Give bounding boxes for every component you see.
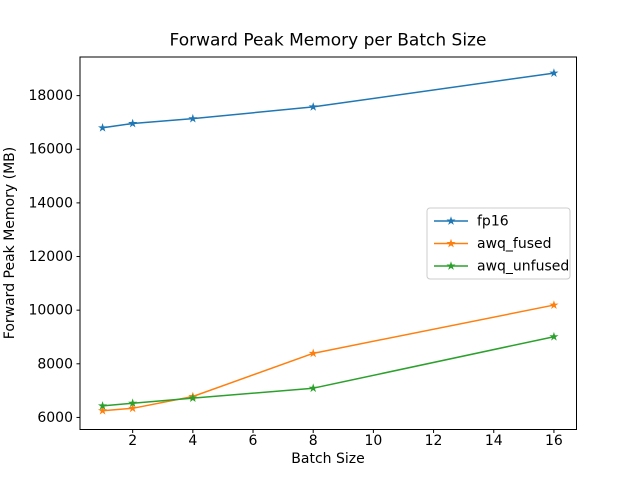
legend-item-fp16: fp16 bbox=[434, 213, 509, 229]
data-point-awq_fused-x8 bbox=[308, 348, 318, 358]
legend-label-fp16: fp16 bbox=[477, 213, 509, 229]
x-tick-label: 8 bbox=[309, 433, 318, 449]
axes-spines bbox=[79, 56, 577, 430]
legend-box bbox=[426, 207, 571, 280]
y-tick-label: 16000 bbox=[28, 142, 73, 158]
data-point-awq_fused-x2 bbox=[128, 403, 138, 413]
legend-item-awq_fused: awq_fused bbox=[434, 236, 552, 252]
y-axis: 6000 8000 10000 12000 14000 16000 18000 bbox=[28, 88, 80, 426]
data-point-fp16-x2 bbox=[128, 118, 138, 128]
legend-label-awq_fused: awq_fused bbox=[477, 236, 552, 252]
plot-area: 2 4 6 8 10 12 14 16 6000 8000 10000 12000 14000 16000… bbox=[28, 56, 577, 449]
y-axis-label: Forward Peak Memory (MB) bbox=[2, 147, 18, 339]
series-line-fp16 bbox=[101, 72, 555, 129]
series-line-awq_unfused bbox=[101, 335, 555, 407]
x-tick-label: 2 bbox=[128, 433, 137, 449]
legend-star-marker-awq_fused bbox=[446, 238, 456, 248]
y-tick-label: 12000 bbox=[28, 249, 73, 265]
series-fp16 bbox=[98, 68, 559, 132]
x-tick-label: 12 bbox=[425, 433, 443, 449]
x-tick-label: 16 bbox=[545, 433, 563, 449]
data-point-fp16-x4 bbox=[188, 113, 198, 123]
data-point-fp16-x16 bbox=[549, 68, 559, 77]
legend: fp16 awq_fused awq_unfused bbox=[426, 207, 571, 280]
x-tick-label: 6 bbox=[249, 433, 258, 449]
legend-label-awq_unfused: awq_unfused bbox=[477, 258, 569, 274]
y-tick-label: 8000 bbox=[37, 356, 73, 372]
legend-item-awq_unfused: awq_unfused bbox=[434, 258, 569, 274]
data-point-fp16-x8 bbox=[308, 102, 318, 111]
data-point-awq_fused-x16 bbox=[549, 300, 559, 309]
data-point-awq_fused-x1 bbox=[98, 405, 108, 415]
x-tick-label: 4 bbox=[188, 433, 197, 449]
x-axis-label: Batch Size bbox=[291, 451, 364, 467]
x-tick-label: 10 bbox=[364, 433, 382, 449]
data-point-awq_unfused-x1 bbox=[98, 401, 108, 410]
data-point-awq_unfused-x4 bbox=[188, 393, 198, 403]
data-point-awq_unfused-x8 bbox=[308, 383, 318, 393]
series-line-awq_fused bbox=[101, 304, 555, 412]
data-point-awq_unfused-x16 bbox=[549, 331, 559, 341]
series-awq_fused bbox=[98, 300, 559, 415]
chart-title: Forward Peak Memory per Batch Size bbox=[170, 31, 487, 51]
x-axis: 2 4 6 8 10 12 14 16 bbox=[128, 429, 563, 449]
y-tick-label: 18000 bbox=[28, 88, 73, 104]
data-point-fp16-x1 bbox=[98, 123, 108, 132]
legend-star-marker-awq_unfused bbox=[446, 261, 456, 270]
legend-star-marker-fp16 bbox=[446, 216, 456, 225]
data-point-awq_unfused-x2 bbox=[128, 398, 138, 408]
y-tick-label: 10000 bbox=[28, 303, 73, 319]
series-awq_unfused bbox=[98, 331, 559, 410]
x-tick-label: 14 bbox=[485, 433, 503, 449]
y-tick-label: 6000 bbox=[37, 410, 73, 426]
y-tick-label: 14000 bbox=[28, 195, 73, 211]
